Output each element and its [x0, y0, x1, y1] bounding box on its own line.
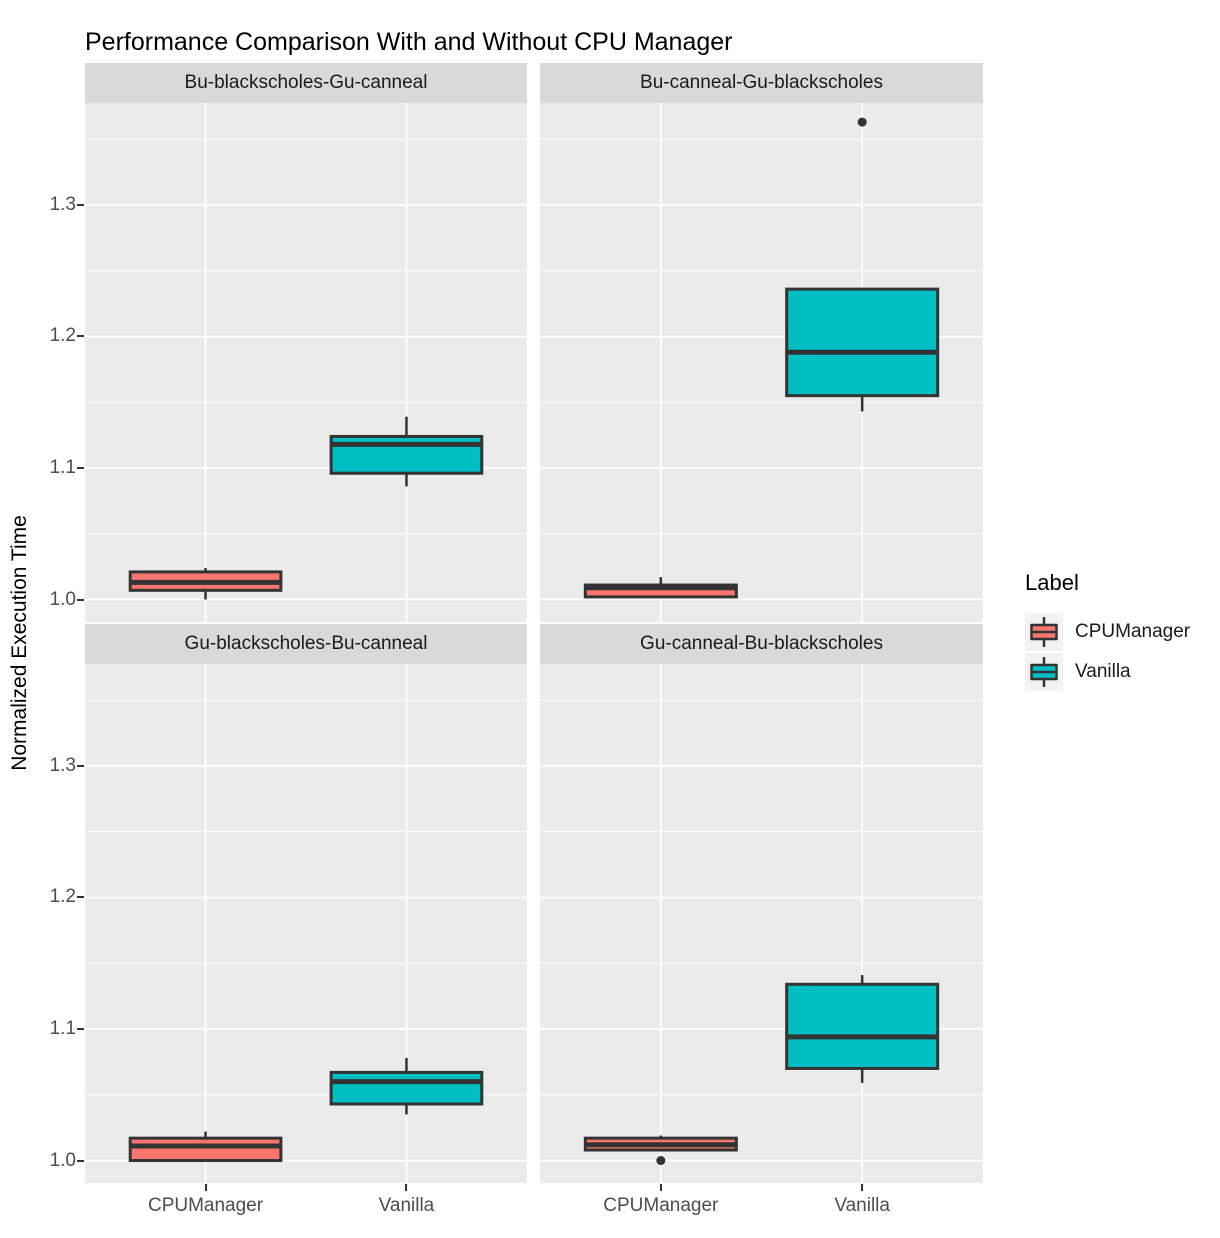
box-vanilla [329, 1070, 484, 1106]
x-axis-label: CPUManager [603, 1195, 719, 1216]
y-axis-title: Normalized Execution Time [8, 515, 31, 771]
x-axis-label: CPUManager [147, 1195, 264, 1216]
box-cpumanager [583, 583, 738, 599]
y-tick-mark [77, 1027, 84, 1030]
facet-strip-bu-blackscholes-gu-canneal: Bu-blackscholes-Gu-canneal [85, 63, 527, 103]
x-tick-mark [204, 1184, 207, 1191]
legend-key-cpumanager: CPUManager [1025, 612, 1190, 652]
x-tick-mark [861, 1184, 864, 1191]
legend-key-label: Vanilla [1075, 661, 1131, 682]
y-tick-mark [77, 203, 84, 206]
chart-title: Performance Comparison With and Without … [85, 28, 733, 56]
box-cpumanager [128, 1136, 283, 1163]
facet-strip-gu-blackscholes-bu-canneal: Gu-blackscholes-Bu-canneal [85, 624, 527, 664]
y-tick-label: 1.1 [49, 1017, 76, 1039]
facet-strip-gu-canneal-bu-blackscholes: Gu-canneal-Bu-blackscholes [540, 624, 983, 664]
legend: Label CPUManager Vanilla [1025, 570, 1190, 692]
y-tick-mark [77, 764, 84, 767]
y-tick-mark [77, 466, 84, 469]
boxplot-key-icon [1025, 613, 1063, 651]
y-tick-label: 1.2 [49, 325, 76, 347]
y-tick-mark [77, 896, 84, 899]
x-axis-label: Vanilla [834, 1195, 890, 1216]
y-tick-label: 1.0 [49, 588, 76, 610]
facet-panel-gu-blackscholes-bu-canneal [85, 664, 527, 1183]
y-tick-mark [77, 1159, 84, 1162]
box-vanilla [785, 287, 940, 398]
boxplot-key-icon [1025, 653, 1063, 691]
y-tick-label: 1.3 [49, 754, 76, 776]
facet-strip-bu-canneal-gu-blackscholes: Bu-canneal-Gu-blackscholes [540, 63, 983, 103]
y-tick-mark [77, 598, 84, 601]
legend-key-vanilla: Vanilla [1025, 652, 1190, 692]
y-tick-label: 1.1 [49, 456, 76, 478]
facet-panel-gu-canneal-bu-blackscholes [540, 664, 983, 1183]
y-tick-label: 1.3 [49, 193, 76, 215]
y-tick-label: 1.0 [49, 1149, 76, 1171]
x-tick-mark [405, 1184, 408, 1191]
legend-title: Label [1025, 570, 1079, 595]
outlier-point [656, 1156, 666, 1166]
facet-panel-bu-canneal-gu-blackscholes [540, 103, 983, 622]
x-axis-label: Vanilla [378, 1195, 435, 1216]
facet-panel-bu-blackscholes-gu-canneal [85, 103, 527, 622]
y-tick-label: 1.2 [49, 886, 76, 908]
outlier-point [857, 117, 867, 127]
x-tick-mark [659, 1184, 662, 1191]
box-vanilla [785, 982, 940, 1070]
y-tick-mark [77, 335, 84, 338]
legend-key-label: CPUManager [1075, 621, 1191, 642]
